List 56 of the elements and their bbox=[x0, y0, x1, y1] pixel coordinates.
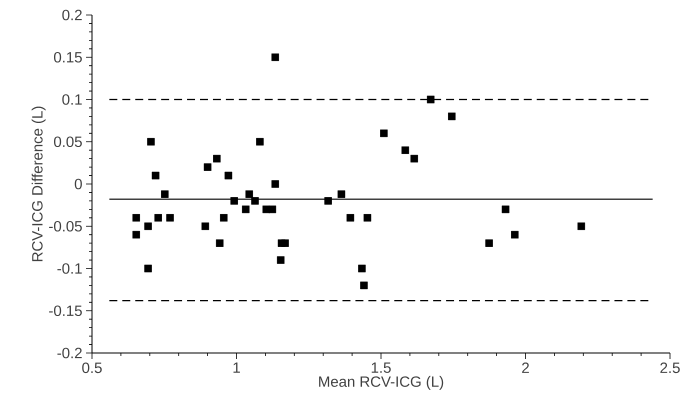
point bbox=[380, 130, 388, 138]
point bbox=[358, 264, 366, 272]
point bbox=[230, 197, 238, 205]
point bbox=[426, 96, 434, 104]
point bbox=[338, 190, 346, 198]
point bbox=[242, 206, 250, 214]
x-tick-label: 2.5 bbox=[660, 362, 680, 374]
point bbox=[202, 222, 210, 230]
point bbox=[256, 138, 264, 146]
y-tick-label: 0 bbox=[74, 178, 82, 190]
x-tick-label: 1 bbox=[233, 362, 240, 373]
point bbox=[204, 163, 212, 171]
point bbox=[245, 190, 254, 198]
point bbox=[147, 138, 155, 146]
point bbox=[485, 239, 493, 247]
point bbox=[410, 154, 418, 162]
point bbox=[324, 197, 332, 205]
y-tick-label: 0.2 bbox=[62, 10, 82, 20]
y-tick-label: -0.1 bbox=[57, 263, 82, 274]
point bbox=[216, 239, 224, 247]
y-tick-label: 0.05 bbox=[54, 136, 82, 148]
y-tick-label: -0.15 bbox=[49, 305, 82, 316]
x-tick-label: 1.5 bbox=[372, 362, 391, 373]
point bbox=[251, 197, 259, 205]
point bbox=[271, 180, 280, 188]
point bbox=[276, 256, 285, 264]
point bbox=[360, 282, 368, 290]
y-tick-label: 0.15 bbox=[54, 52, 82, 63]
point bbox=[364, 214, 372, 222]
point bbox=[161, 190, 169, 198]
point bbox=[268, 206, 276, 214]
point bbox=[132, 214, 140, 222]
point bbox=[511, 230, 519, 238]
point bbox=[281, 239, 289, 247]
point bbox=[220, 214, 228, 222]
point bbox=[144, 264, 152, 272]
point bbox=[132, 230, 140, 238]
y-tick-label: -0.05 bbox=[49, 220, 82, 232]
x-tick-label: 0.5 bbox=[82, 362, 102, 374]
y-axis-title: RCV-ICG Difference (L) bbox=[32, 106, 46, 262]
point bbox=[213, 154, 221, 162]
point bbox=[271, 53, 280, 62]
point bbox=[154, 214, 162, 222]
point bbox=[152, 172, 160, 180]
point bbox=[346, 214, 354, 222]
point bbox=[401, 146, 410, 154]
x-axis-title: Mean RCV-ICG (L) bbox=[319, 376, 444, 390]
point bbox=[577, 222, 586, 230]
point bbox=[166, 214, 174, 222]
y-tick-label: 0.1 bbox=[62, 94, 82, 105]
point bbox=[502, 206, 510, 214]
y-tick-label: -0.2 bbox=[57, 348, 82, 358]
point bbox=[144, 222, 152, 230]
x-tick-label: 2 bbox=[522, 362, 529, 373]
point bbox=[224, 172, 232, 180]
point bbox=[448, 112, 456, 120]
